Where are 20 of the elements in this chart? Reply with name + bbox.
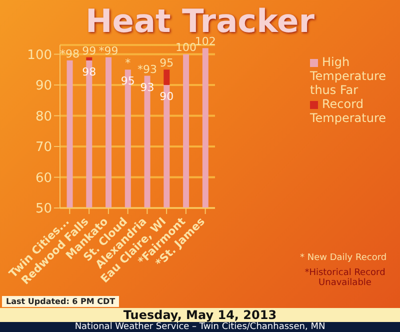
y-tick-label: 90 [35,78,52,94]
total-label: * [125,56,132,70]
text: Last Updated: 6 PM CDT [2,296,120,307]
y-tick-label: 100 [27,48,52,63]
total-label: 100 [176,41,197,54]
total-label: 95 [160,56,174,70]
text: *Historical Record Unavailable [304,268,386,288]
y-tick-label: 60 [35,170,52,186]
y-tick-label: 70 [35,140,52,156]
text: National Weather Service – Twin Cities/Chanhassen, MN [0,322,400,332]
y-tick-label: 50 [35,202,52,217]
total-label: *98 [60,47,80,60]
legend-label: Record Temperature [310,97,386,125]
text: Tuesday, May 14, 2013 [0,308,400,322]
text: * New Daily Record [300,253,388,263]
total-label: 99 [82,44,96,58]
legend-label: High Temperature thus Far [310,55,386,97]
total-label: *93 [138,62,158,76]
total-label: *99 [98,44,118,58]
y-tick-label: 80 [35,109,52,124]
